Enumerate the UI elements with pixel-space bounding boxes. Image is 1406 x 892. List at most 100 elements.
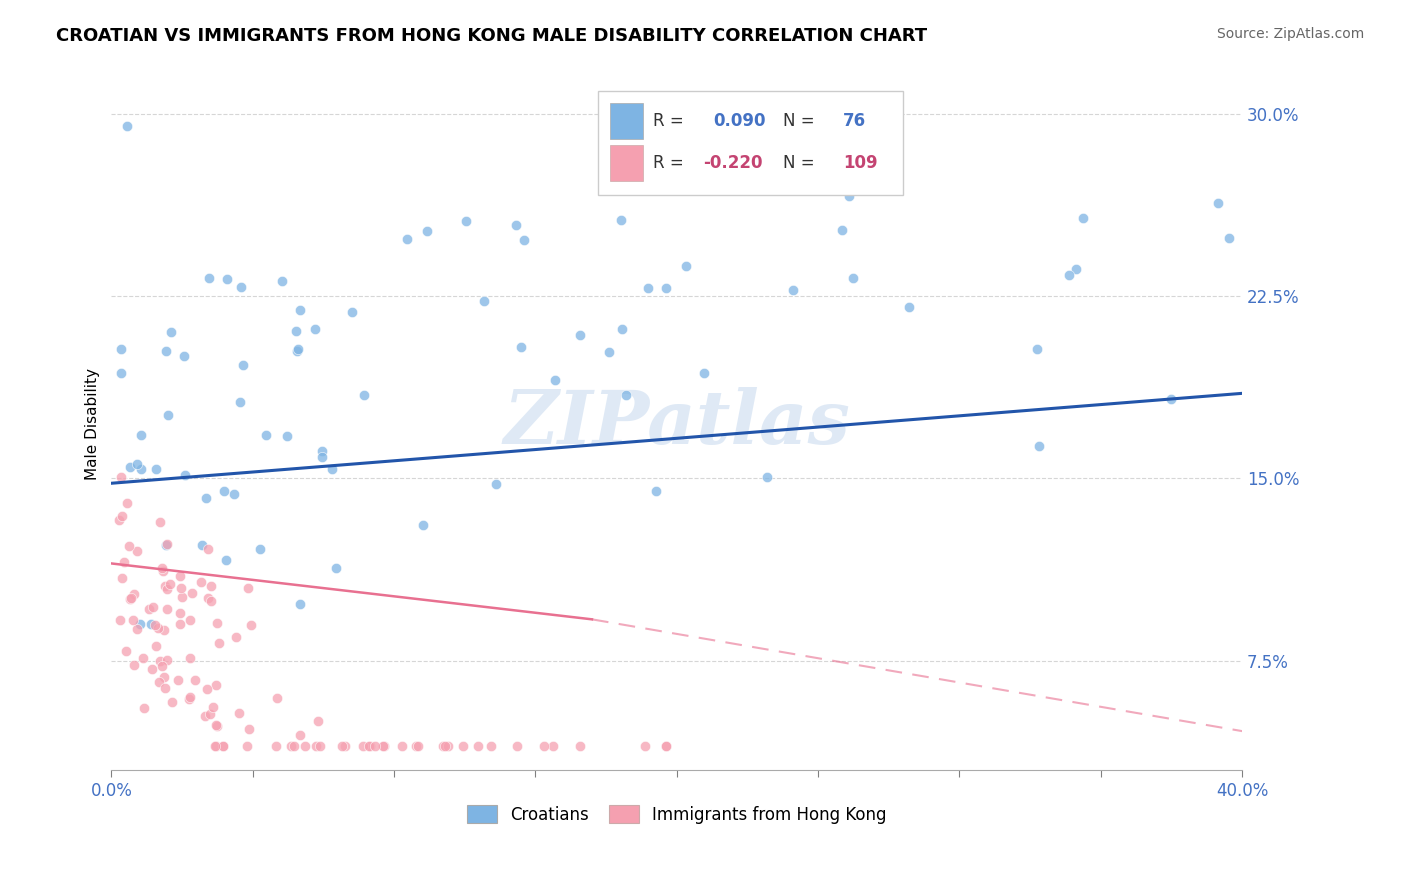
Text: CROATIAN VS IMMIGRANTS FROM HONG KONG MALE DISABILITY CORRELATION CHART: CROATIAN VS IMMIGRANTS FROM HONG KONG MA…: [56, 27, 928, 45]
Point: [239, 618, 262, 632]
Point: [127, 543, 149, 558]
Point: [160, 326, 183, 340]
Point: [364, 739, 387, 753]
Point: [110, 571, 132, 585]
Point: [305, 739, 328, 753]
Point: [634, 739, 657, 753]
FancyBboxPatch shape: [610, 145, 643, 181]
Point: [173, 467, 195, 482]
Point: [107, 513, 129, 527]
Point: [200, 579, 222, 593]
Point: [201, 699, 224, 714]
Point: [236, 739, 259, 753]
Point: [190, 575, 212, 590]
Point: [197, 542, 219, 557]
Point: [321, 462, 343, 476]
Point: [614, 387, 637, 401]
Point: [325, 561, 347, 575]
Point: [838, 188, 860, 202]
Point: [610, 321, 633, 335]
Point: [294, 739, 316, 753]
Point: [485, 476, 508, 491]
Point: [1064, 262, 1087, 277]
Point: [173, 350, 195, 364]
Point: [238, 723, 260, 737]
Point: [311, 450, 333, 464]
Point: [157, 409, 180, 423]
Point: [205, 678, 228, 692]
Point: [288, 728, 311, 742]
Point: [115, 644, 138, 658]
Y-axis label: Male Disability: Male Disability: [86, 368, 100, 480]
Point: [120, 591, 142, 605]
Point: [543, 739, 565, 753]
Point: [129, 617, 152, 632]
Point: [304, 322, 326, 336]
Point: [138, 602, 160, 616]
Text: ZIPatlas: ZIPatlas: [503, 387, 851, 460]
Point: [125, 457, 148, 471]
Point: [655, 739, 678, 753]
Point: [472, 293, 495, 308]
Point: [352, 739, 374, 753]
Point: [122, 613, 145, 627]
Point: [283, 739, 305, 753]
Point: [149, 654, 172, 668]
Point: [169, 581, 191, 595]
Point: [179, 690, 201, 704]
Point: [353, 388, 375, 402]
Point: [169, 569, 191, 583]
Point: [153, 623, 176, 637]
Point: [1025, 342, 1047, 356]
Point: [654, 739, 676, 753]
Point: [1160, 392, 1182, 406]
Point: [115, 496, 138, 510]
Point: [311, 444, 333, 458]
FancyBboxPatch shape: [598, 91, 903, 195]
Point: [198, 270, 221, 285]
Point: [454, 214, 477, 228]
Point: [637, 281, 659, 295]
Point: [675, 259, 697, 273]
Point: [110, 470, 132, 484]
Point: [141, 617, 163, 632]
Point: [505, 219, 527, 233]
Point: [145, 462, 167, 476]
Point: [285, 343, 308, 358]
Point: [229, 280, 252, 294]
Point: [169, 606, 191, 620]
Point: [204, 739, 226, 753]
Point: [610, 213, 633, 227]
Point: [405, 739, 427, 753]
Point: [205, 615, 228, 630]
Point: [142, 600, 165, 615]
Point: [1218, 231, 1240, 245]
Point: [205, 739, 228, 753]
Point: [149, 515, 172, 529]
Point: [153, 670, 176, 684]
Point: [467, 739, 489, 753]
Point: [309, 739, 332, 753]
Point: [222, 487, 245, 501]
Text: 109: 109: [844, 153, 877, 171]
Point: [228, 706, 250, 721]
Point: [408, 739, 430, 753]
Point: [266, 691, 288, 706]
Point: [236, 581, 259, 595]
Point: [451, 739, 474, 753]
Point: [395, 232, 418, 246]
Point: [122, 587, 145, 601]
Text: N =: N =: [783, 112, 820, 130]
Text: -0.220: -0.220: [703, 153, 762, 171]
Point: [280, 739, 302, 753]
Point: [129, 428, 152, 442]
Point: [110, 509, 132, 524]
Point: [598, 345, 620, 359]
Point: [645, 483, 668, 498]
Point: [208, 635, 231, 649]
Point: [118, 539, 141, 553]
Point: [287, 342, 309, 356]
Text: R =: R =: [652, 112, 689, 130]
Point: [288, 597, 311, 611]
Point: [156, 602, 179, 616]
